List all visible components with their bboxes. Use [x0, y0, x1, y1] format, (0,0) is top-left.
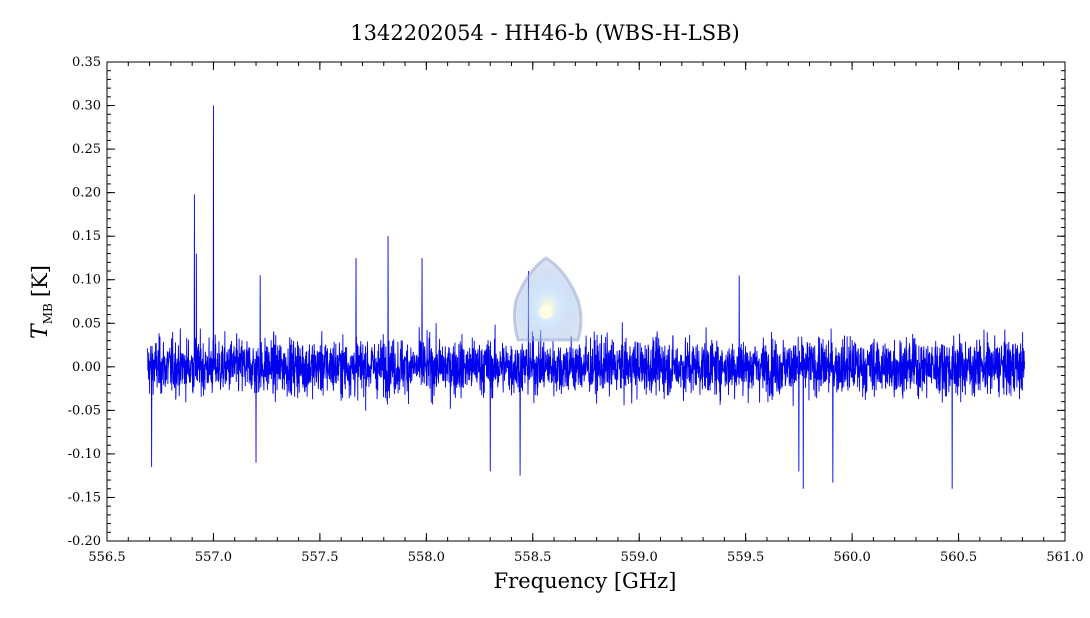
y-axis-label: TMB [K] [28, 265, 55, 339]
spectrum-line [147, 105, 1025, 489]
y-tick-label: 0.20 [72, 186, 101, 201]
x-tick-label: 558.5 [514, 550, 551, 565]
y-tick-label: -0.20 [68, 534, 101, 549]
y-label-main: T [28, 322, 53, 339]
y-tick-label: -0.10 [68, 447, 101, 462]
x-tick-label: 561.0 [1046, 550, 1083, 565]
y-tick-label: -0.15 [68, 490, 101, 505]
plot-frame [106, 61, 1066, 542]
y-tick-label: 0.30 [72, 99, 101, 114]
y-label-sub: MB [41, 303, 55, 324]
x-tick-label: 556.5 [88, 550, 125, 565]
x-axis: 556.5 557.0 557.5 558.0 558.5 559.0 559.5 560.0… [88, 62, 1084, 565]
y-axis: -0.20 -0.15 -0.10 -0.05 0.00 0.05 0.10 0.15 0.20… [68, 55, 1065, 549]
x-tick-label: 558.0 [408, 550, 445, 565]
watermark-logo [512, 256, 583, 342]
x-tick-label: 557.5 [301, 550, 338, 565]
y-tick-label: -0.05 [68, 403, 101, 418]
x-tick-label: 557.0 [195, 550, 232, 565]
y-tick-label: 0.35 [72, 55, 101, 70]
y-tick-label: 0.10 [72, 273, 101, 288]
x-tick-label: 559.5 [727, 550, 764, 565]
x-tick-label: 559.0 [621, 550, 658, 565]
y-tick-label: 0.00 [72, 360, 101, 375]
y-label-unit: [K] [28, 265, 52, 297]
x-tick-label: 560.0 [834, 550, 871, 565]
y-tick-label: 0.05 [72, 316, 101, 331]
x-tick-label: 560.5 [940, 550, 977, 565]
x-axis-label: Frequency [GHz] [494, 569, 677, 593]
y-tick-label: 0.15 [72, 229, 101, 244]
y-tick-label: 0.25 [72, 142, 101, 157]
chart-title: 1342202054 - HH46-b (WBS-H-LSB) [350, 21, 739, 45]
spectrum-series [147, 105, 1025, 489]
